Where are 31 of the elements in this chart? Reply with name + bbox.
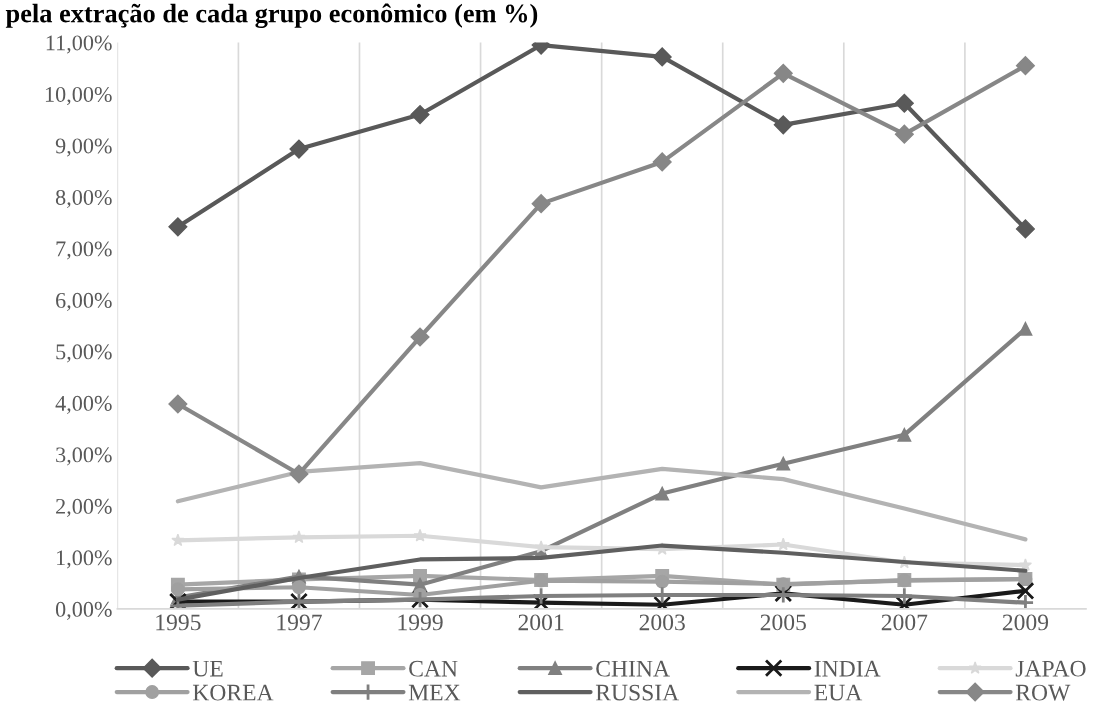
legend-label: ROW bbox=[1015, 684, 1071, 701]
y-tick-label: 9,00% bbox=[55, 138, 112, 157]
y-tick-label: 5,00% bbox=[56, 344, 112, 363]
x-tick-label: 2009 bbox=[1002, 614, 1049, 631]
x-tick-label: 1997 bbox=[277, 614, 322, 631]
legend-label: KOREA bbox=[192, 684, 274, 701]
legend-label: CHINA bbox=[596, 660, 670, 677]
x-tick-label: 2003 bbox=[639, 614, 685, 631]
legend-label: RUSSIA bbox=[595, 684, 680, 701]
x-tick-label: 1995 bbox=[156, 614, 201, 631]
x-tick-label: 2007 bbox=[881, 614, 928, 631]
y-tick-label: 8,00% bbox=[55, 189, 112, 209]
y-tick-label: 10,00% bbox=[45, 86, 112, 106]
x-tick-label: 2001 bbox=[518, 614, 564, 631]
y-tick-label: 11,00% bbox=[46, 35, 112, 54]
y-tick-label: 3,00% bbox=[56, 447, 112, 466]
x-tick-label: 2005 bbox=[760, 614, 806, 631]
y-tick-label: 7,00% bbox=[56, 241, 112, 260]
x-tick-label: 1999 bbox=[398, 614, 443, 631]
y-tick-label: 4,00% bbox=[55, 395, 112, 415]
legend-label: CAN bbox=[409, 660, 458, 677]
y-tick-label: 1,00% bbox=[57, 550, 112, 569]
legend-label: INDIA bbox=[814, 660, 881, 677]
legend-label: MEX bbox=[408, 684, 461, 701]
legend-label: EUA bbox=[814, 684, 863, 701]
chart-title: pela extração de cada grupo econômico (em %) bbox=[5, 3, 538, 28]
legend-label: UE bbox=[192, 660, 223, 677]
legend-label: JAPAO bbox=[1015, 660, 1086, 677]
y-tick-label: 6,00% bbox=[56, 292, 112, 312]
y-tick-label: 0,00% bbox=[55, 601, 112, 621]
y-tick-label: 2,00% bbox=[56, 498, 112, 518]
